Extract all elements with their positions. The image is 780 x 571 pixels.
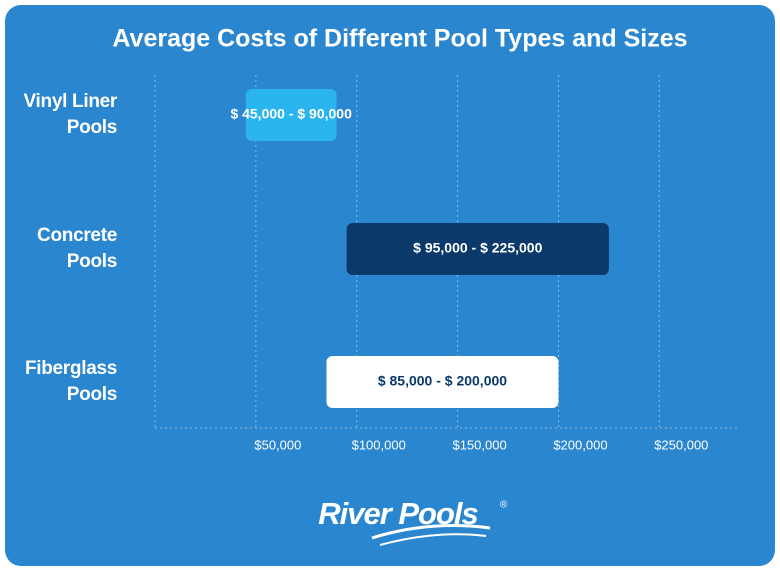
plot-area: $50,000 $100,000 $150,000 $200,000 $250,000 $… [154, 75, 740, 452]
logo-wave [379, 533, 487, 546]
bar [245, 89, 337, 141]
x-tick-label: $200,000 [553, 437, 607, 452]
x-tick-label: $150,000 [452, 437, 506, 452]
bar-label: $ 95,000 - $ 225,000 [413, 240, 542, 256]
bar [346, 223, 609, 275]
category-label: Vinyl Liner Pools [23, 91, 118, 138]
category-label: Fiberglass Pools [24, 358, 117, 405]
logo-registered: ® [500, 500, 508, 511]
x-tick-label: $100,000 [352, 437, 406, 452]
bar [326, 356, 559, 408]
logo: River Pools ® [318, 496, 508, 546]
bar-label: $ 85,000 - $ 200,000 [378, 373, 507, 389]
logo-wave [371, 524, 491, 540]
x-tick-label: $250,000 [654, 437, 708, 452]
category-label: Concrete Pools [37, 225, 117, 272]
chart-title: Average Costs of Different Pool Types an… [112, 25, 687, 53]
background [5, 5, 775, 566]
x-tick-label: $50,000 [254, 437, 301, 452]
bar-label: $ 45,000 - $ 90,000 [230, 106, 352, 122]
